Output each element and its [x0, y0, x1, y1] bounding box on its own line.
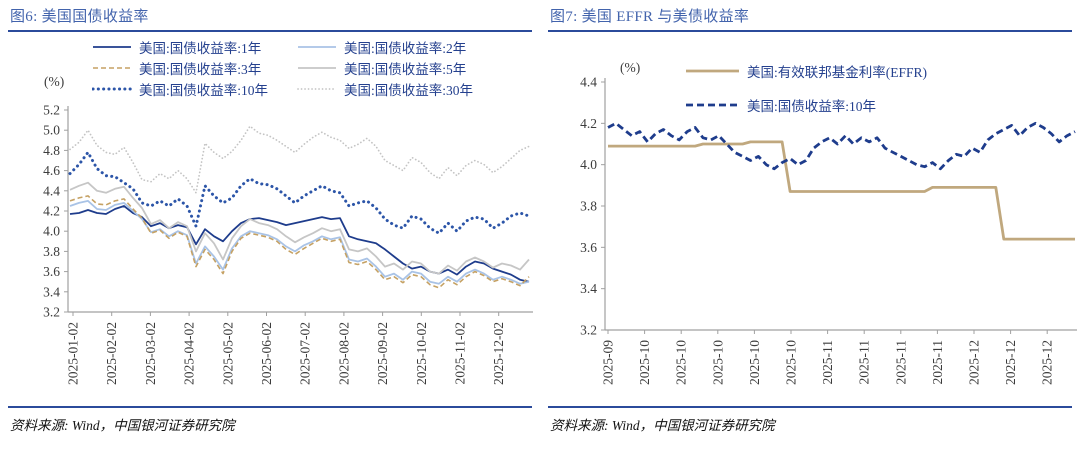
x-tick-label: 2025-02-02	[104, 322, 119, 385]
series-line-5	[69, 125, 530, 194]
figure-7-source: 资料来源: Wind，中国银河证券研究院	[550, 417, 775, 433]
x-tick-label: 2025-11	[857, 340, 872, 385]
x-tick-label: 2025-01-02	[66, 322, 81, 385]
x-tick-label: 2025-12	[1040, 340, 1055, 385]
x-tick-label: 2025-11-02	[453, 322, 468, 385]
legend-marker-icon	[297, 87, 337, 90]
legend-item-2: 美国:国债收益率:3年	[92, 57, 297, 78]
legend-item-4: 美国:国债收益率:10年	[92, 78, 297, 99]
figure-7-title-rule	[548, 30, 1072, 32]
x-tick-label: 2025-11	[930, 340, 945, 385]
y-tick-label: 4.4	[580, 75, 597, 90]
legend-label: 美国:国债收益率:30年	[344, 82, 474, 98]
legend-marker-icon	[686, 69, 739, 72]
legend-marker-icon	[93, 66, 131, 69]
legend-label: 美国:国债收益率:3年	[139, 61, 262, 77]
figure-7-source-rule	[548, 406, 1072, 408]
y-tick-label: 3.4	[43, 284, 60, 299]
figure-7-unit-label: (%)	[620, 60, 641, 75]
legend-item-1: 美国:国债收益率:2年	[297, 36, 502, 57]
figure-6-chart-plot: 3.2 3.4 3.6 3.8 4.0 4.2 4.4 4.6 4.8 5.0 5.2 2025-01…	[43, 103, 533, 385]
figure-6-chart-area: (%) 美国:国债收益率:1年 美国:国债收益率:2年 美国:国债收益率:3年 美国:…	[0, 32, 540, 406]
legend-label: 美国:有效联邦基金利率(EFFR)	[747, 64, 928, 80]
y-tick-label: 4.2	[43, 204, 60, 219]
x-tick-label: 2025-10	[637, 340, 652, 385]
legend-item-0: 美国:有效联邦基金利率(EFFR)	[685, 60, 927, 81]
y-tick-label: 3.6	[43, 264, 60, 279]
legend-item-0: 美国:国债收益率:1年	[92, 36, 297, 57]
legend-label: 美国:国债收益率:5年	[344, 61, 467, 77]
x-tick-label: 2025-04-02	[182, 322, 197, 385]
legend-marker-icon	[686, 103, 739, 106]
figure-7-chart-plot: 3.2 3.4 3.6 3.8 4.0 4.2 4.4 2025-09 2025-10 2025-…	[580, 75, 1077, 385]
series-line-0	[608, 140, 1075, 241]
figure-7: 图7: 美国 EFFR 与美债收益率 (%) 美国:有效联邦基金利率(EFFR)…	[540, 0, 1080, 455]
x-tick-label: 2025-10	[674, 340, 689, 385]
figure-7-legend: 美国:有效联邦基金利率(EFFR) 美国:国债收益率:10年	[685, 60, 927, 115]
x-tick-label: 2025-09	[601, 340, 616, 385]
y-tick-label: 4.8	[43, 143, 60, 158]
y-tick-label: 3.8	[580, 199, 597, 214]
legend-marker-icon	[298, 66, 336, 69]
figure-6-source: 资料来源: Wind，中国银河证券研究院	[10, 417, 235, 433]
x-tick-label: 2025-07-02	[298, 322, 313, 385]
figure-7-title: 图7: 美国 EFFR 与美债收益率	[550, 9, 750, 25]
x-tick-label: 2025-09-02	[375, 322, 390, 385]
x-tick-label: 2025-06-02	[259, 322, 274, 385]
x-tick-label: 2025-03-02	[143, 322, 158, 385]
x-tick-label: 2025-12-02	[491, 322, 506, 385]
y-tick-label: 3.2	[43, 305, 60, 320]
series-line-2	[69, 195, 530, 289]
y-tick-label: 4.2	[580, 116, 597, 131]
y-tick-label: 5.0	[43, 123, 60, 138]
x-tick-label: 2025-12	[1003, 340, 1018, 385]
y-tick-label: 4.0	[43, 224, 60, 239]
y-tick-label: 3.2	[580, 323, 597, 338]
x-tick-label: 2025-11	[893, 340, 908, 385]
series-line-1	[69, 199, 530, 285]
y-tick-label: 4.6	[43, 163, 60, 178]
figure-6-unit-label: (%)	[44, 74, 65, 89]
series-line-4	[68, 150, 531, 235]
y-tick-label: 3.4	[580, 281, 597, 296]
legend-marker-icon	[92, 87, 132, 90]
figure-7-chart-area: (%) 美国:有效联邦基金利率(EFFR) 美国:国债收益率:10年 3.2 3.4…	[540, 32, 1080, 406]
legend-label: 美国:国债收益率:10年	[747, 98, 877, 114]
x-tick-label: 2025-10	[710, 340, 725, 385]
y-tick-label: 4.4	[43, 183, 60, 198]
figure-6-title: 图6: 美国国债收益率	[10, 9, 149, 25]
series-line-0	[69, 205, 530, 283]
x-tick-label: 2025-08-02	[336, 322, 351, 385]
series-line-3	[69, 181, 530, 275]
y-tick-label: 3.8	[43, 244, 60, 259]
x-tick-label: 2025-10	[784, 340, 799, 385]
figure-6: 图6: 美国国债收益率 (%) 美国:国债收益率:1年 美国:国债收益率:2年 美国…	[0, 9, 540, 433]
legend-label: 美国:国债收益率:10年	[139, 82, 269, 98]
x-tick-label: 2025-05-02	[220, 322, 235, 385]
x-tick-label: 2025-12	[967, 340, 982, 385]
legend-marker-icon	[93, 45, 131, 48]
figure-6-title-rule	[8, 30, 532, 32]
legend-item-3: 美国:国债收益率:5年	[297, 57, 502, 78]
legend-item-1: 美国:国债收益率:10年	[685, 94, 927, 115]
x-tick-label: 2025-10-02	[414, 322, 429, 385]
series-line-1	[607, 121, 1076, 171]
y-tick-label: 4.0	[580, 157, 597, 172]
x-tick-label: 2025-11	[820, 340, 835, 385]
figure-6-source-rule	[8, 406, 532, 408]
legend-item-5: 美国:国债收益率:30年	[297, 78, 502, 99]
y-tick-label: 5.2	[43, 103, 60, 118]
legend-marker-icon	[298, 45, 336, 48]
figure-6-legend: 美国:国债收益率:1年 美国:国债收益率:2年 美国:国债收益率:3年 美国:国债收益…	[92, 36, 502, 99]
legend-label: 美国:国债收益率:1年	[139, 40, 262, 56]
y-tick-label: 3.6	[580, 240, 597, 255]
legend-label: 美国:国债收益率:2年	[344, 40, 467, 56]
x-tick-label: 2025-10	[747, 340, 762, 385]
